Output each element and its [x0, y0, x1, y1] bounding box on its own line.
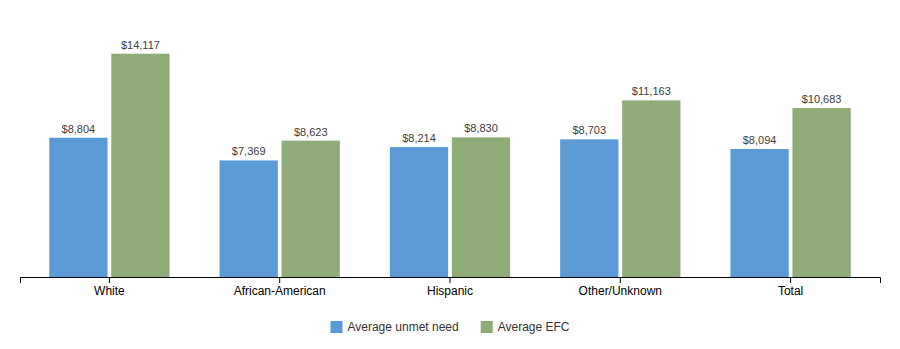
tick: White [94, 277, 125, 298]
x-axis: White African-American Hispanic Other/Unkno… [21, 277, 881, 298]
data-label: $8,094 [743, 134, 777, 146]
legend-label: Average unmet need [347, 320, 458, 334]
legend-item: Average EFC [481, 320, 570, 334]
data-label: $14,117 [121, 39, 160, 51]
bar [282, 141, 340, 277]
data-label: $8,804 [62, 123, 96, 135]
tick: Total [778, 277, 803, 298]
legend: Average unmet need Average EFC [330, 320, 569, 334]
axis-line [21, 278, 881, 284]
data-label: $8,214 [402, 132, 436, 144]
data-labels: $8,804 $7,369 $8,214 $8,703 $8,094 $14,117 $8,… [62, 39, 842, 158]
bars [49, 54, 850, 277]
chart: $8,804 $7,369 $8,214 $8,703 $8,094 $14,117 $8,… [0, 0, 900, 349]
tick: Other/Unknown [579, 277, 662, 298]
tick-label: African-American [234, 284, 326, 298]
tick-label: Total [778, 284, 803, 298]
data-label: $7,369 [232, 145, 266, 157]
bar [560, 139, 618, 277]
tick-label: Hispanic [427, 284, 473, 298]
tick-mark [790, 277, 791, 283]
legend-item: Average unmet need [330, 320, 458, 334]
bar [111, 54, 169, 277]
tick-label: Other/Unknown [579, 284, 662, 298]
bar [730, 149, 788, 277]
bar [49, 138, 107, 277]
tick-mark [450, 277, 451, 283]
tick: African-American [234, 277, 326, 298]
data-label: $8,623 [294, 126, 328, 138]
bar [452, 137, 510, 277]
tick-mark [109, 277, 110, 283]
data-label: $11,163 [632, 85, 671, 97]
tick-mark [620, 277, 621, 283]
legend-swatch [481, 321, 493, 333]
data-label: $8,830 [464, 122, 498, 134]
legend-label: Average EFC [498, 320, 570, 334]
data-label: $8,703 [572, 124, 606, 136]
bar [622, 100, 680, 277]
legend-swatch [330, 321, 342, 333]
data-label: $10,683 [802, 93, 842, 105]
bar [792, 108, 850, 277]
tick-label: White [94, 284, 125, 298]
tick: Hispanic [427, 277, 473, 298]
bar [220, 160, 278, 277]
plot: $8,804 $7,369 $8,214 $8,703 $8,094 $14,117 $8,… [21, 39, 881, 298]
tick-mark [279, 277, 280, 283]
bar [390, 147, 448, 277]
